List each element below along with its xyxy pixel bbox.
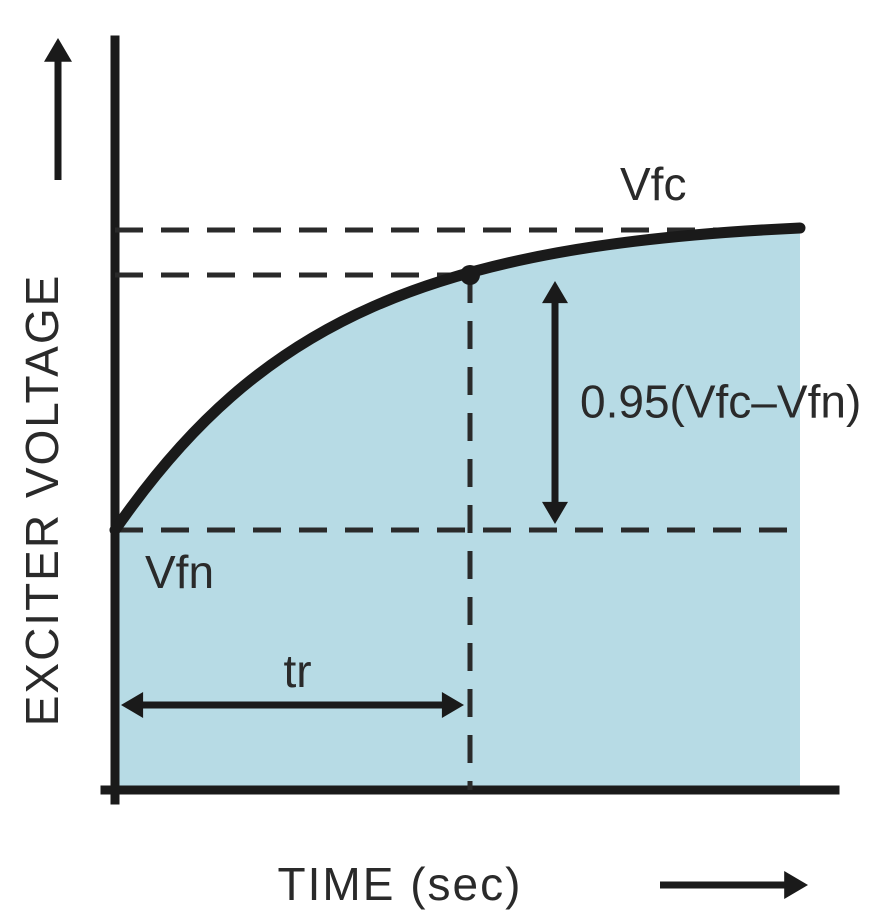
label-delta: 0.95(Vfc–Vfn) xyxy=(580,376,861,428)
exciter-response-diagram: Vfc Vfn tr 0.95(Vfc–Vfn) EXCITER VOLTAGE… xyxy=(0,0,875,919)
label-vfn: Vfn xyxy=(145,546,214,598)
x-axis-arrow xyxy=(660,871,808,899)
label-vfc: Vfc xyxy=(620,158,686,210)
x-axis-label: TIME (sec) xyxy=(278,858,523,910)
y-axis-label: EXCITER VOLTAGE xyxy=(16,274,68,727)
curve-marker-95pct xyxy=(460,265,480,285)
y-axis-arrow xyxy=(44,38,72,180)
label-tr: tr xyxy=(283,645,311,697)
